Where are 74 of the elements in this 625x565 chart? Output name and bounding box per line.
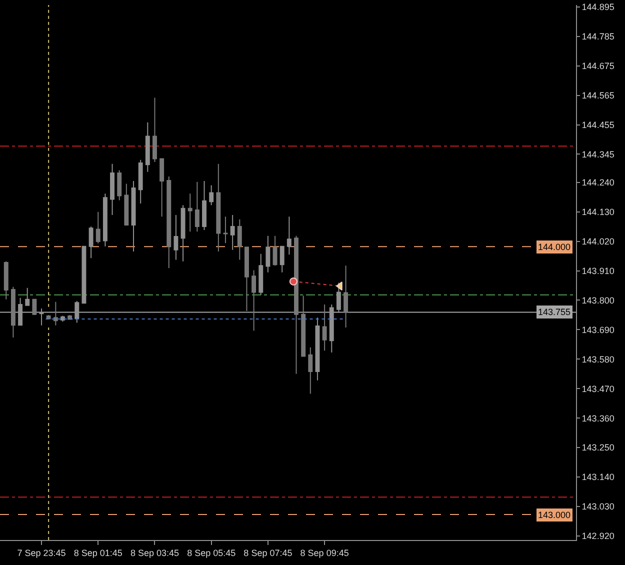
candlestick	[180, 204, 186, 262]
candlestick	[230, 214, 235, 250]
y-tick-label: 143.360	[582, 413, 614, 424]
candlestick	[25, 287, 30, 306]
candlestick	[336, 282, 341, 313]
candlestick	[88, 226, 94, 259]
y-tick-label: 143.910	[582, 266, 614, 276]
candlestick	[4, 260, 8, 300]
y-tick-label: 144.130	[582, 206, 614, 217]
x-tick-label: 8 Sep 03:45	[130, 548, 180, 558]
x-tick-label: 8 Sep 09:45	[300, 548, 349, 558]
candlestick	[286, 216, 292, 256]
candlestick	[124, 183, 129, 226]
candlestick	[82, 245, 86, 304]
y-tick-label: 144.785	[582, 31, 614, 42]
candlestick	[209, 184, 214, 206]
y-tick-label: 143.470	[582, 384, 614, 394]
candlestick	[74, 300, 80, 324]
ref-line-label: 143.755	[538, 307, 571, 317]
x-tick-label: 8 Sep 05:45	[187, 548, 236, 558]
candlestick	[53, 301, 58, 326]
candlestick	[266, 235, 270, 273]
candlestick	[294, 235, 298, 374]
y-tick-label: 143.800	[582, 295, 614, 306]
y-tick-label: 144.895	[582, 2, 614, 12]
x-tick-label: 8 Sep 07:45	[244, 548, 292, 558]
candlestick	[308, 346, 313, 394]
candlestick	[10, 286, 16, 338]
candlestick	[237, 218, 242, 260]
ref-line-label: 143.000	[538, 510, 571, 520]
candlestick	[18, 297, 23, 326]
y-tick-label: 143.140	[582, 472, 614, 482]
x-tick-label: 8 Sep 01:45	[74, 548, 122, 558]
candlestick	[223, 216, 228, 244]
y-tick-label: 143.580	[582, 354, 614, 364]
candlestick	[166, 176, 172, 269]
candlestick	[152, 97, 157, 162]
y-tick-label: 143.250	[582, 442, 614, 453]
x-tick-label: 7 Sep 23:45	[17, 548, 66, 558]
candlestick	[96, 211, 100, 244]
candlestick	[244, 246, 249, 312]
candlestick	[145, 122, 150, 172]
candlestick	[131, 180, 136, 252]
candlestick	[117, 170, 122, 201]
candlestick	[329, 304, 334, 353]
candlestick	[188, 193, 192, 232]
y-tick-label: 144.240	[582, 178, 614, 188]
candlestick	[194, 181, 200, 232]
candlestick	[174, 214, 178, 260]
candlestick	[280, 246, 284, 273]
y-tick-label: 144.020	[582, 236, 614, 246]
candlestick	[315, 317, 320, 381]
ref-line-label: 144.000	[538, 242, 571, 252]
y-tick-label: 144.345	[582, 149, 614, 160]
candlestick	[344, 265, 348, 328]
candlestick	[32, 298, 37, 316]
candlestick	[272, 235, 278, 266]
y-tick-label: 143.690	[582, 324, 614, 335]
y-tick-label: 143.030	[582, 502, 614, 512]
candlestick	[102, 193, 108, 247]
candlestick	[39, 308, 44, 326]
candlestick	[160, 158, 164, 218]
candlestick	[216, 163, 221, 252]
candlestick	[258, 253, 264, 296]
y-tick-label: 142.920	[582, 531, 614, 542]
candlestick	[202, 180, 206, 231]
candlestick	[252, 270, 256, 332]
candlestick	[322, 304, 327, 352]
y-tick-label: 144.565	[582, 90, 614, 100]
y-tick-label: 144.675	[582, 60, 614, 71]
candlestick	[138, 159, 143, 204]
candlestick	[301, 295, 306, 357]
candlestick	[110, 163, 115, 216]
y-tick-label: 144.455	[582, 120, 614, 130]
